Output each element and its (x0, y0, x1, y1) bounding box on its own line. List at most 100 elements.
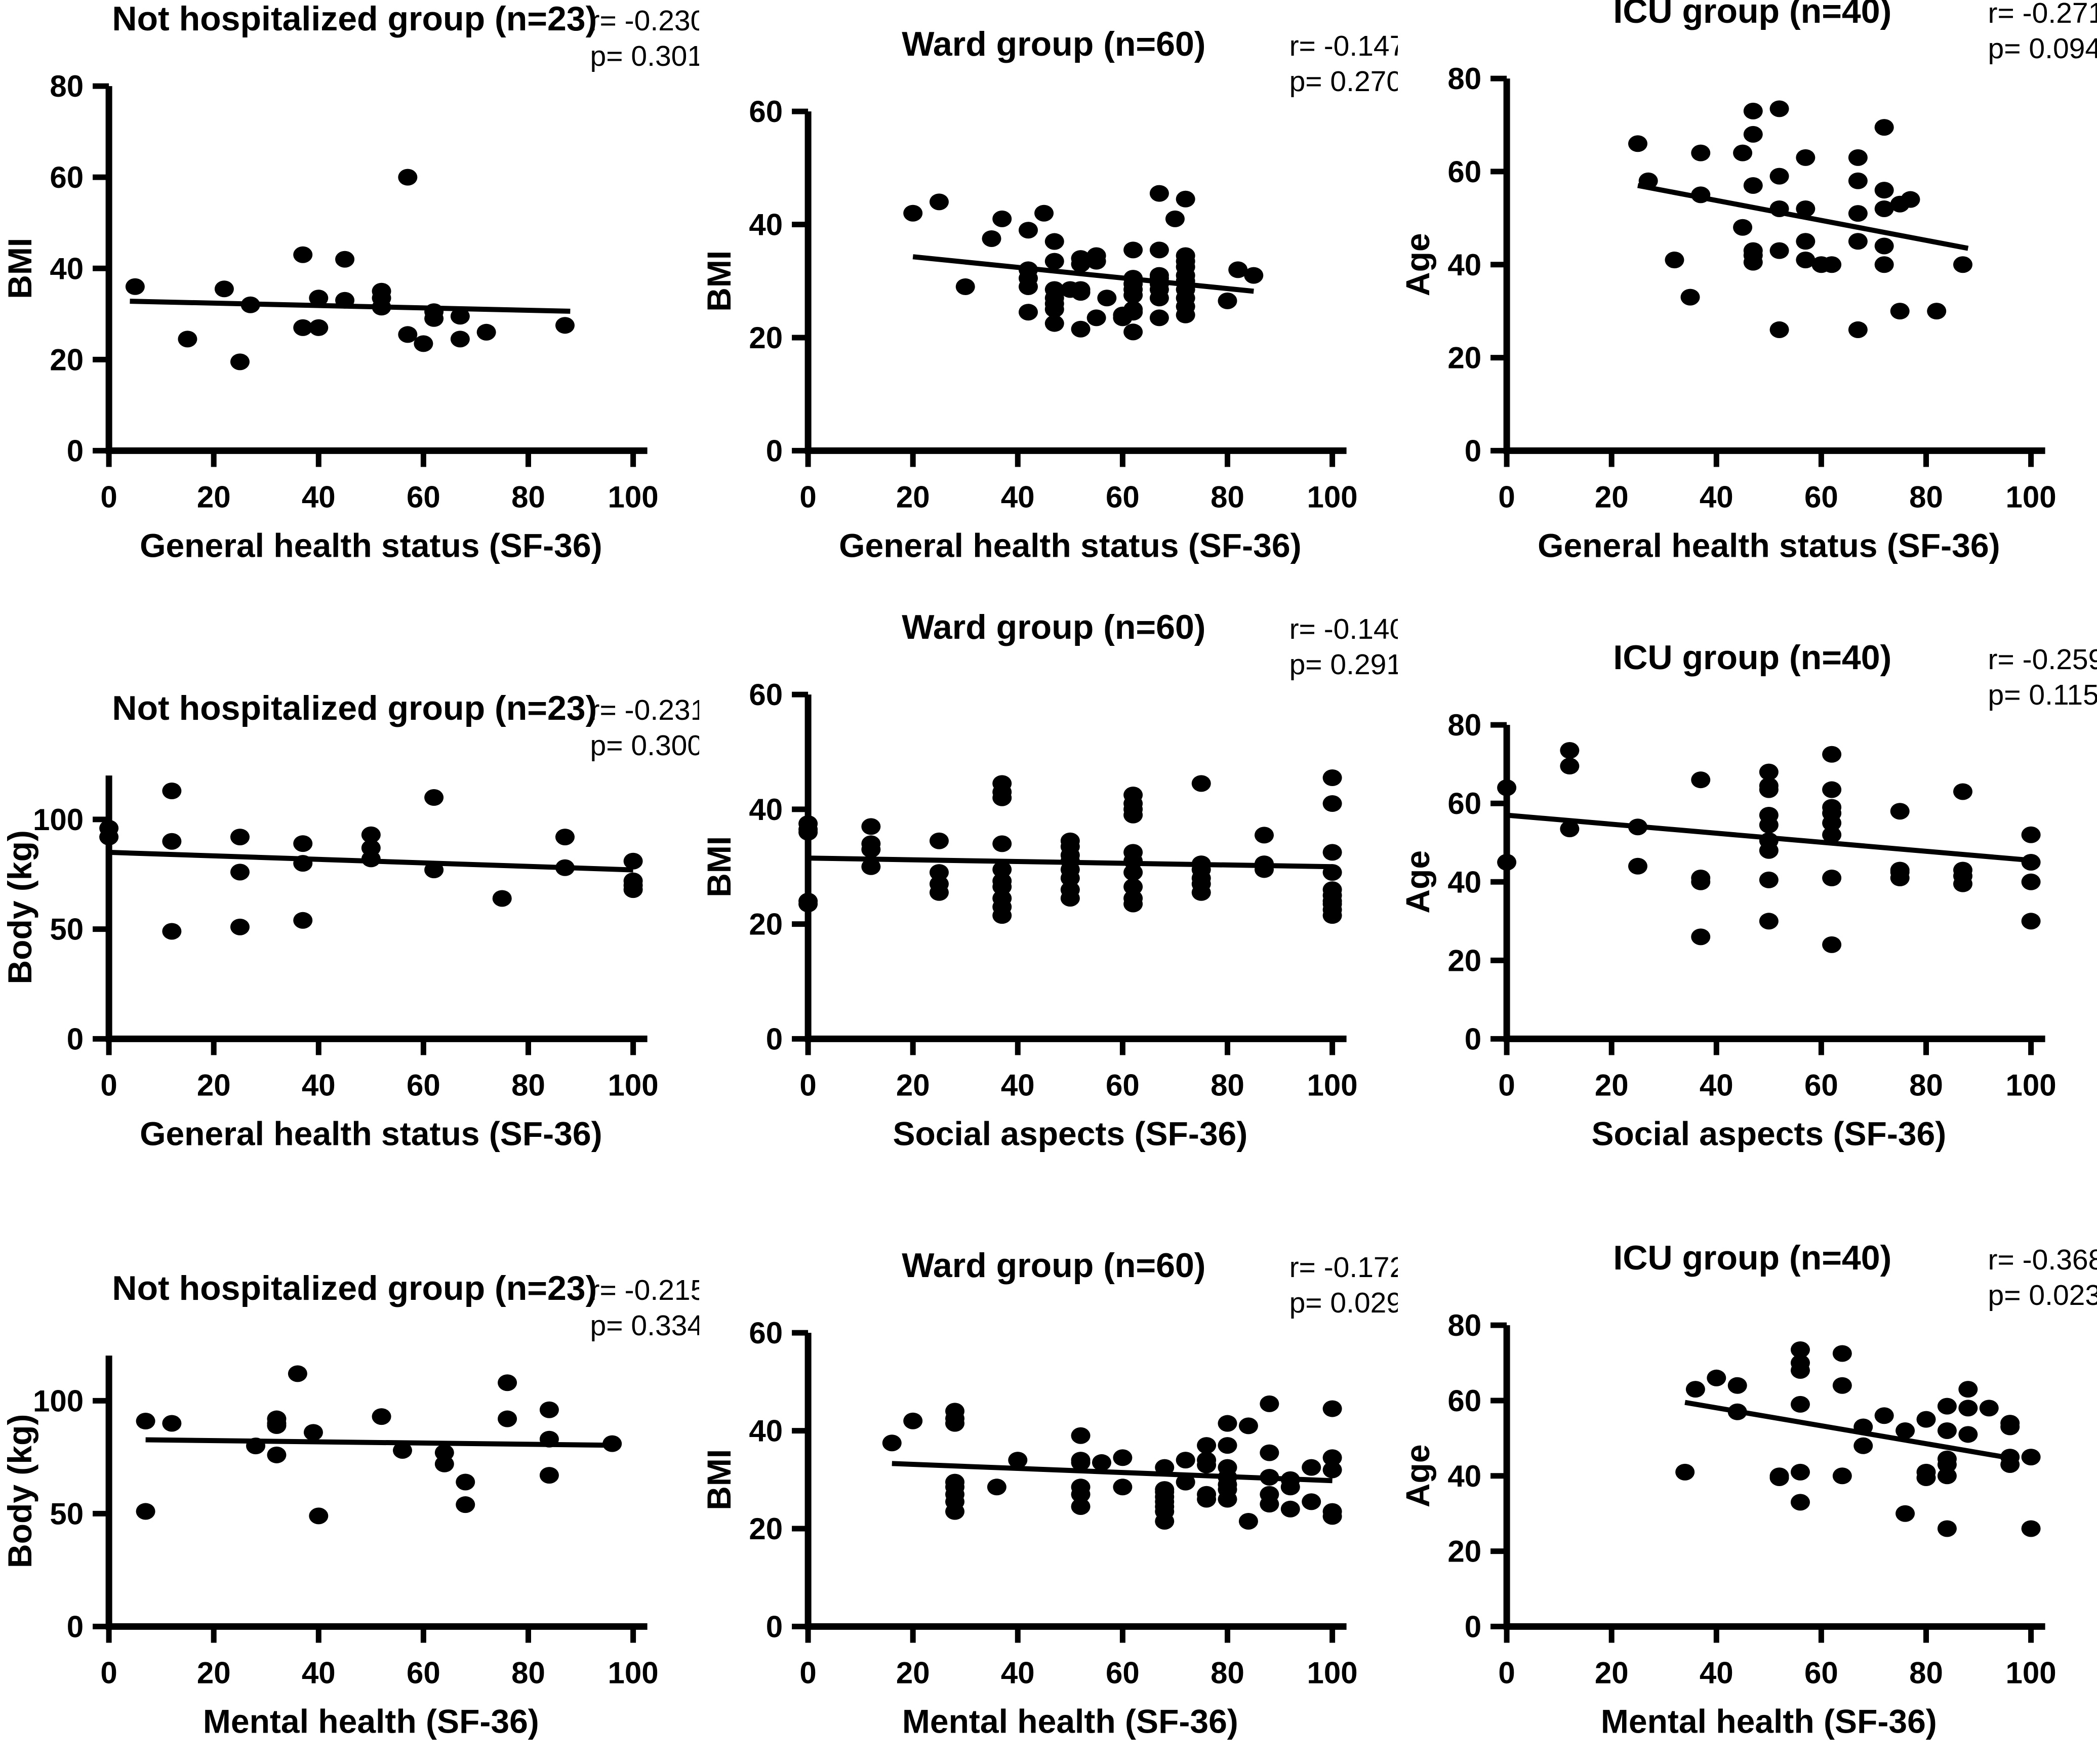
data-point (450, 308, 470, 325)
x-axis-label: Social aspects (SF-36) (893, 1115, 1247, 1152)
data-point (1796, 252, 1816, 269)
data-point (1044, 253, 1064, 270)
data-point (555, 828, 575, 845)
data-point (1822, 781, 1842, 798)
data-point (335, 251, 355, 268)
data-point (1196, 1456, 1216, 1473)
x-tick-label: 0 (1499, 1068, 1515, 1102)
y-tick-label: 0 (765, 1610, 782, 1644)
x-tick-label: 80 (1211, 480, 1244, 514)
data-point (1560, 742, 1580, 759)
r-value: r= -0.2593 (1988, 643, 2097, 676)
x-tick-label: 20 (1595, 480, 1629, 514)
plot-title: ICU group (n=40) (1614, 638, 1892, 677)
y-tick-label: 60 (749, 95, 783, 129)
x-tick-label: 20 (896, 1068, 930, 1102)
y-tick-label: 20 (1448, 943, 1482, 977)
x-tick-label: 20 (896, 480, 930, 514)
data-point (1791, 1494, 1810, 1511)
data-point (1165, 210, 1185, 227)
data-point (1890, 303, 1910, 320)
p-value: p= 0.02967 (1289, 1287, 1398, 1319)
y-tick-label: 20 (749, 321, 783, 355)
plot-title: Not hospitalized group (n=23) (112, 0, 597, 38)
y-tick-label: 20 (1448, 341, 1482, 375)
data-point (1953, 256, 1973, 273)
r-value: r= -0.2308 (590, 5, 699, 37)
data-point (178, 331, 197, 348)
data-point (1301, 1493, 1321, 1510)
y-tick-label: 80 (1448, 1308, 1482, 1342)
data-point (1728, 1403, 1748, 1420)
data-point (392, 1442, 412, 1459)
data-point (1238, 1513, 1258, 1530)
data-point (414, 335, 433, 352)
data-point (1123, 878, 1143, 895)
data-point (1916, 1469, 1936, 1487)
data-point (1958, 1400, 1978, 1417)
plot-svg: Ward group (n=60) r= -0.1723 p= 0.02967 … (700, 1246, 1398, 1740)
data-point (1149, 185, 1169, 202)
data-point (1896, 1422, 1915, 1440)
data-point (1322, 769, 1342, 786)
y-tick-label: 40 (749, 1414, 783, 1448)
data-point (398, 326, 418, 343)
x-tick-label: 80 (511, 1656, 545, 1690)
data-point (1044, 315, 1064, 332)
data-point (293, 319, 313, 336)
data-point (288, 1365, 307, 1382)
data-point (1938, 1398, 1957, 1415)
data-point (623, 852, 643, 870)
data-point (1497, 853, 1517, 871)
data-point (1044, 301, 1064, 318)
data-point (424, 861, 444, 878)
data-point (1196, 1437, 1216, 1454)
data-point (982, 230, 1001, 247)
data-point (1123, 323, 1143, 341)
data-point (1675, 1463, 1695, 1481)
y-tick-label: 80 (50, 69, 84, 103)
data-point (903, 1412, 922, 1429)
data-point (945, 1415, 964, 1432)
data-point (1243, 267, 1263, 284)
data-point (1018, 304, 1038, 321)
x-tick-label: 80 (511, 480, 545, 514)
data-point (1901, 191, 1920, 208)
x-tick-label: 60 (407, 1068, 440, 1102)
plot-svg: Ward group (n=60) r= -0.1471 p= 0.2705 0… (700, 25, 1398, 564)
y-tick-label: 80 (1448, 62, 1482, 96)
data-point (1791, 1341, 1810, 1359)
x-tick-label: 40 (302, 480, 336, 514)
x-axis-label: Mental health (SF-36) (203, 1703, 539, 1740)
y-tick-label: 50 (50, 1497, 84, 1531)
data-point (1938, 1520, 1957, 1537)
data-point (1092, 1454, 1111, 1471)
data-point (1322, 1461, 1342, 1479)
data-point (1071, 1486, 1091, 1503)
data-point (1927, 303, 1947, 320)
data-point (476, 323, 496, 341)
y-axis-label: Age (1399, 1445, 1436, 1508)
data-point (1916, 1411, 1936, 1428)
data-point (992, 878, 1012, 895)
x-tick-label: 100 (2006, 1656, 2056, 1690)
data-point (1848, 321, 1868, 338)
data-point (1853, 1418, 1873, 1435)
x-tick-label: 80 (1909, 480, 1943, 514)
y-tick-label: 0 (1465, 434, 1481, 468)
plot-svg: Not hospitalized group (n=23) r= -0.2159… (1, 1269, 699, 1740)
data-point (798, 824, 818, 841)
data-point (1848, 149, 1868, 166)
data-point (1259, 1444, 1279, 1461)
plot-canvas: 0 50 100 0 20 40 60 80 100 Mental health (SF-36) B… (1, 1356, 659, 1740)
data-point (498, 1410, 517, 1427)
data-point (1958, 1426, 1978, 1443)
x-tick-label: 80 (1909, 1068, 1943, 1102)
data-point (1890, 802, 1910, 819)
data-point (1833, 1467, 1852, 1485)
plot-bmi-vs-general-health-ward: Ward group (n=60) r= -0.1471 p= 0.2705 0… (699, 0, 1398, 588)
data-point (1560, 820, 1580, 837)
data-point (1958, 1381, 1978, 1398)
